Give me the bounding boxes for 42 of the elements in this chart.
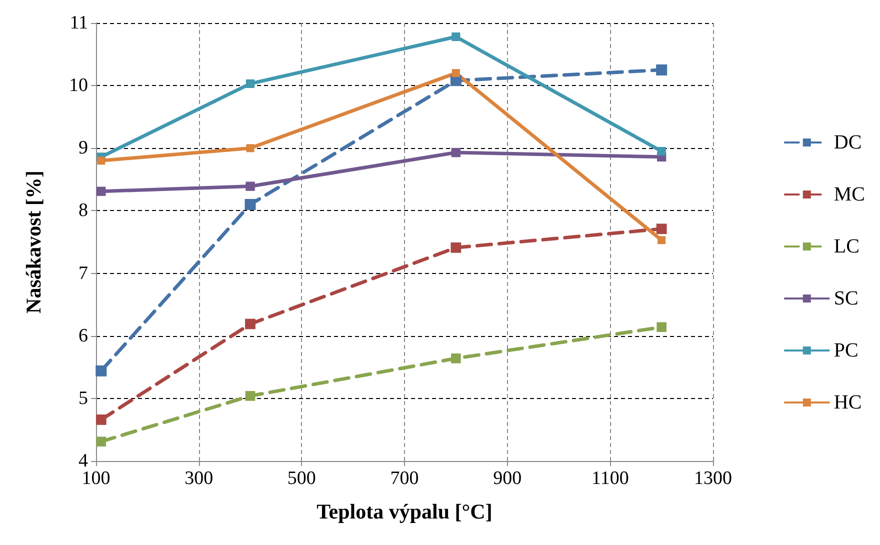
point xyxy=(96,365,107,376)
x-tick-label: 900 xyxy=(493,468,522,489)
point xyxy=(246,182,255,191)
point xyxy=(451,148,461,158)
legend-label: PC xyxy=(834,340,858,362)
y-tick-label: 6 xyxy=(78,325,88,346)
y-axis-title: Nasákavost [%] xyxy=(22,170,46,314)
point xyxy=(656,64,668,76)
y-tick-label: 8 xyxy=(78,200,88,222)
y-tick-label: 11 xyxy=(70,12,88,34)
point xyxy=(451,353,461,364)
legend-label: HC xyxy=(834,392,862,414)
y-tick-label: 7 xyxy=(78,262,88,284)
point xyxy=(452,69,460,78)
legend-label: DC xyxy=(834,132,862,154)
point xyxy=(97,156,106,165)
x-tick-label: 300 xyxy=(184,468,214,489)
y-tick-label: 5 xyxy=(78,388,88,409)
point xyxy=(245,318,256,330)
x-tick-label: 700 xyxy=(390,468,419,489)
y-tick-label: 10 xyxy=(69,75,88,96)
point xyxy=(657,146,666,156)
point xyxy=(245,391,256,401)
x-tick-label: 1100 xyxy=(592,468,629,489)
x-tick-label: 1300 xyxy=(694,468,732,489)
point xyxy=(96,186,106,196)
y-tick-label: 9 xyxy=(78,138,88,159)
point xyxy=(656,224,667,234)
legend-label: SC xyxy=(834,288,858,310)
point xyxy=(246,144,254,152)
point xyxy=(96,436,106,447)
point xyxy=(656,322,666,332)
point xyxy=(450,242,462,253)
point xyxy=(246,79,255,88)
legend-label: LC xyxy=(834,236,860,258)
point xyxy=(244,198,256,210)
legend-label: MC xyxy=(834,184,865,206)
point xyxy=(452,32,460,42)
x-axis-title: Teplota výpalu [°C] xyxy=(316,500,492,524)
point xyxy=(96,414,106,425)
point xyxy=(658,236,666,244)
x-tick-label: 500 xyxy=(287,468,316,489)
